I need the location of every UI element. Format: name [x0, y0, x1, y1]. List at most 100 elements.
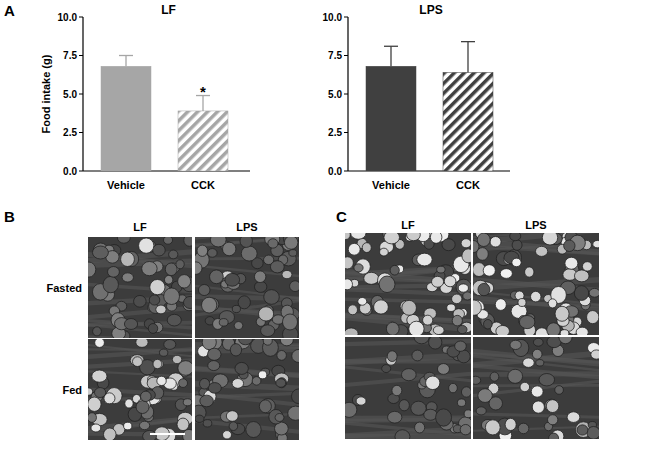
cell — [478, 283, 490, 295]
cell — [351, 233, 366, 239]
cell — [259, 400, 271, 413]
error-bar — [461, 42, 475, 73]
cell — [390, 265, 399, 275]
cell — [518, 299, 526, 307]
cell — [442, 239, 455, 251]
cell — [280, 339, 293, 346]
cell — [184, 296, 192, 308]
cell — [414, 337, 429, 344]
cell — [261, 325, 275, 337]
cell — [485, 420, 500, 435]
cell — [525, 267, 534, 277]
cell — [183, 399, 192, 406]
error-stem — [125, 56, 126, 67]
cell — [505, 418, 516, 430]
cell — [560, 330, 569, 335]
cell — [512, 240, 522, 250]
fiber — [345, 359, 471, 363]
cell — [548, 415, 558, 425]
cell — [508, 369, 523, 383]
cell — [464, 410, 471, 418]
cell — [178, 361, 192, 376]
x-tick-label: CCK — [191, 179, 215, 191]
cell — [457, 325, 467, 333]
bars — [366, 42, 493, 171]
cell — [532, 401, 544, 413]
cell — [484, 319, 493, 329]
cell — [282, 270, 292, 278]
cell — [150, 279, 165, 294]
cell — [495, 299, 506, 311]
cell — [239, 339, 253, 345]
cell — [483, 265, 495, 277]
axis-label: Food intake (g) — [40, 54, 52, 133]
error-bar — [119, 56, 133, 67]
micrograph — [473, 337, 599, 439]
y-tick-label: 5.0 — [328, 89, 342, 100]
cell — [473, 376, 481, 384]
cell — [130, 355, 144, 366]
y-tick — [344, 94, 348, 95]
cell — [156, 305, 166, 314]
row-label: Fasted — [47, 282, 82, 294]
cell — [200, 395, 214, 407]
cell — [93, 327, 102, 336]
cell — [184, 237, 192, 246]
cell — [477, 233, 490, 246]
bar — [366, 66, 416, 171]
cell — [555, 306, 569, 321]
cell — [208, 348, 221, 360]
cell — [437, 364, 449, 375]
y-tick-label: 0.0 — [328, 166, 342, 177]
bar — [101, 66, 151, 171]
cell — [523, 358, 535, 367]
cell — [234, 322, 243, 330]
annotation: * — [200, 83, 206, 100]
cell — [136, 401, 149, 414]
cell — [167, 314, 181, 326]
cell — [200, 378, 210, 389]
error-cap — [461, 41, 475, 42]
figure: ABCLFFood intake (g)0.02.55.07.510.0Vehi… — [0, 0, 650, 469]
cell — [292, 349, 299, 362]
image-bg — [195, 237, 299, 338]
cell — [348, 305, 358, 315]
fiber — [88, 338, 192, 339]
cell — [356, 397, 366, 405]
cell — [462, 249, 471, 263]
cell — [232, 305, 240, 312]
cell — [582, 262, 592, 271]
cell — [395, 430, 410, 439]
cell — [542, 233, 557, 245]
cell — [284, 237, 298, 249]
cell — [210, 270, 224, 284]
cell — [124, 422, 132, 430]
cell — [587, 426, 599, 439]
cell — [415, 422, 425, 433]
cell — [436, 409, 452, 426]
cell — [458, 284, 468, 292]
cell — [95, 339, 105, 347]
bars — [101, 56, 228, 172]
error-cap — [119, 55, 133, 56]
micrograph — [345, 337, 471, 439]
cell — [169, 250, 178, 259]
cell — [246, 422, 261, 438]
cell — [433, 326, 444, 335]
column-label: LPS — [236, 221, 257, 233]
cell — [202, 297, 217, 313]
image-bg — [345, 233, 471, 335]
cell — [345, 402, 357, 417]
cell — [457, 399, 465, 407]
cell — [195, 262, 202, 275]
y-tick — [79, 132, 83, 133]
cell — [142, 261, 157, 275]
y-tick — [79, 55, 83, 56]
cell — [358, 297, 367, 305]
cell — [399, 400, 409, 411]
cell — [533, 338, 543, 346]
panel-label: B — [4, 208, 15, 225]
cell — [241, 246, 257, 261]
cell — [92, 246, 108, 259]
cell — [461, 239, 471, 248]
